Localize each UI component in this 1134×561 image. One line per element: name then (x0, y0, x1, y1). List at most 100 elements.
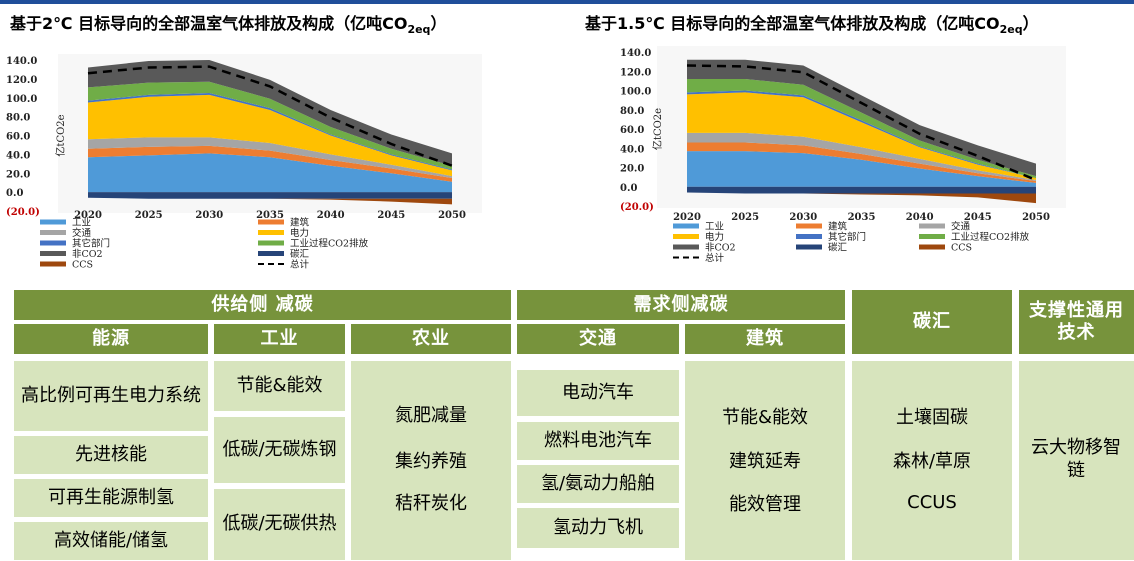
y-tick-label: 0.0 (6, 188, 23, 199)
legend-item: 交通 (919, 221, 971, 233)
legend-item: 碳汇 (796, 242, 848, 254)
building-column (685, 361, 845, 560)
agriculture-column (351, 361, 511, 560)
legend-item: 非CO2 (40, 248, 103, 260)
x-tick-label: 2050 (438, 210, 466, 221)
industry-item: 低碳/无碳供热 (214, 489, 345, 560)
legend-swatch (40, 230, 66, 235)
y-tick-label: 100.0 (6, 94, 37, 105)
area-series-0 (88, 153, 452, 193)
transport-header: 交通 (517, 324, 679, 354)
area-series-0 (687, 151, 1036, 187)
y-tick-label: 140.0 (6, 56, 37, 67)
legend-label: 碳汇 (290, 248, 310, 260)
legend-label: 交通 (951, 221, 971, 233)
legend-label: 电力 (705, 231, 724, 243)
industry-header: 工业 (214, 324, 345, 354)
legend-label: 其它部门 (72, 238, 110, 250)
y-tick-label: 80.0 (620, 106, 644, 117)
legend-item: 其它部门 (796, 231, 866, 243)
y-tick-label: (20.0) (6, 207, 40, 218)
legend-item: 工业过程CO2排放 (258, 238, 369, 250)
supply-side-header: 供给侧 减碳 (14, 290, 511, 320)
legend-item: 电力 (673, 231, 724, 243)
legend-label: 非CO2 (72, 248, 103, 260)
y-tick-label: 80.0 (6, 113, 30, 124)
legend-swatch (919, 244, 945, 250)
legend-label: 建筑 (828, 221, 848, 233)
legend-item: CCS (919, 243, 972, 254)
legend-label: 电力 (290, 227, 309, 239)
energy-header: 能源 (14, 324, 208, 354)
y-tick-label: 40.0 (6, 150, 30, 161)
building-item: 能效管理 (729, 494, 801, 515)
agriculture-item: 秸秆炭化 (395, 493, 467, 514)
total-line (686, 64, 1037, 182)
legend-swatch (40, 219, 66, 225)
chart-title-1-5c: 基于1.5℃ 目标导向的全部温室气体排放及构成（亿吨CO2eq） (585, 14, 1039, 37)
agriculture-item: 集约养殖 (395, 451, 467, 472)
legend-item: 非CO2 (673, 242, 736, 254)
area-series-4 (88, 93, 452, 171)
building-item: 建筑延寿 (729, 451, 801, 472)
legend-label: 工业 (72, 218, 91, 229)
y-tick-label: 20.0 (620, 164, 644, 175)
y-tick-label: 60.0 (620, 125, 644, 136)
legend-swatch (796, 234, 822, 239)
legend-label: 总计 (290, 259, 310, 271)
legend-item: 建筑 (258, 217, 310, 229)
legend-item: 建筑 (796, 221, 848, 233)
legend-swatch (258, 251, 284, 256)
x-tick-label: 2020 (74, 210, 102, 221)
y-tick-label: 120.0 (6, 75, 37, 86)
y-tick-label: 0.0 (620, 183, 637, 194)
legend-swatch (40, 251, 66, 256)
building-header: 建筑 (685, 324, 845, 354)
carbon-sink-column (852, 361, 1012, 560)
x-tick-label: 2040 (906, 212, 934, 223)
sink-item: 森林/草原 (892, 451, 972, 472)
legend-label: 工业 (705, 222, 724, 233)
area-series-7 (88, 192, 452, 199)
legend-swatch (258, 240, 284, 246)
area-series-3 (687, 92, 1036, 181)
area-series-7 (687, 186, 1036, 194)
demand-side-header: 需求侧减碳 (517, 290, 845, 320)
x-tick-label: 2025 (731, 212, 759, 223)
legend-swatch (919, 223, 945, 229)
x-tick-label: 2035 (848, 212, 876, 223)
legend-item: CCS (40, 260, 93, 271)
area-series-8 (88, 197, 452, 205)
y-tick-label: 20.0 (6, 169, 30, 180)
carbon-sink-header: 碳汇 (852, 290, 1012, 354)
legend-label: CCS (951, 243, 972, 254)
energy-item: 可再生能源制氢 (14, 479, 208, 517)
legend-item: 总计 (673, 252, 725, 264)
transport-item: 氢动力飞机 (517, 508, 679, 548)
legend-item: 交通 (40, 227, 92, 239)
y-axis-label: 亿tCO2e (651, 108, 664, 150)
legend-item: 总计 (258, 259, 310, 271)
x-tick-label: 2030 (195, 210, 223, 221)
energy-item: 先进核能 (14, 436, 208, 474)
legend-item: 电力 (258, 227, 309, 239)
x-tick-label: 2020 (673, 212, 701, 223)
legend-label: 建筑 (290, 217, 310, 229)
top-accent-line (0, 0, 1134, 4)
x-tick-label: 2025 (135, 210, 163, 221)
area-series-1 (88, 145, 452, 182)
energy-item: 高比例可再生电力系统 (14, 361, 208, 431)
energy-item: 高效储能/储氢 (14, 522, 208, 560)
support-tech-column (1019, 361, 1134, 560)
x-tick-label: 2035 (256, 210, 284, 221)
legend-label: 总计 (705, 252, 725, 264)
y-tick-label: 40.0 (620, 144, 644, 155)
legend-item: 其它部门 (40, 238, 110, 250)
legend-swatch (40, 261, 66, 267)
area-series-5 (88, 81, 452, 170)
legend-swatch (673, 223, 699, 229)
legend-swatch (258, 219, 284, 225)
transport-item: 电动汽车 (517, 370, 679, 416)
sink-item: CCUS (907, 492, 957, 513)
legend-label: 非CO2 (705, 242, 736, 254)
